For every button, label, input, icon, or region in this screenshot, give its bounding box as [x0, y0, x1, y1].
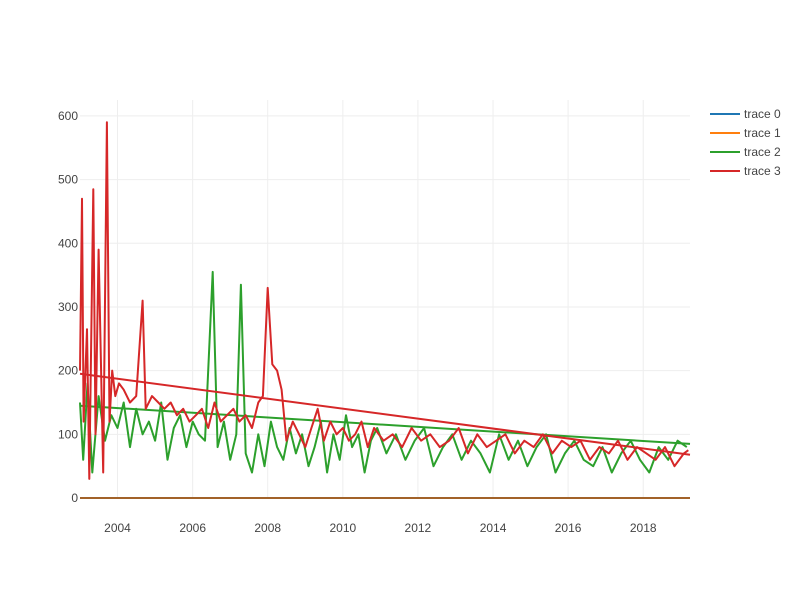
y-tick-label: 0	[71, 491, 78, 505]
x-tick-label: 2012	[405, 521, 432, 535]
series-line-trace-3-trend	[79, 372, 691, 456]
legend-item-trace-1[interactable]: trace 1	[710, 126, 781, 140]
legend-label: trace 1	[744, 126, 781, 140]
series-line-trace-3	[79, 121, 689, 480]
y-tick-label: 200	[58, 364, 78, 378]
legend-item-trace-3[interactable]: trace 3	[710, 164, 781, 178]
y-tick-label: 100	[58, 427, 78, 441]
y-tick-label: 600	[58, 109, 78, 123]
x-tick-label: 2018	[630, 521, 657, 535]
series-line-trace-2	[79, 270, 688, 474]
y-tick-label: 300	[58, 300, 78, 314]
x-tick-label: 2010	[330, 521, 357, 535]
series-group	[79, 121, 691, 499]
x-tick-label: 2004	[104, 521, 131, 535]
axes: 2004 2006 2008 2010 2012 2014 2016 2018 0 100 200 3…	[58, 109, 690, 535]
x-tick-label: 2016	[555, 521, 582, 535]
legend-item-trace-0[interactable]: trace 0	[710, 107, 781, 121]
legend-item-trace-2[interactable]: trace 2	[710, 145, 781, 159]
x-tick-label: 2006	[179, 521, 206, 535]
legend-label: trace 3	[744, 164, 781, 178]
x-tick-label: 2014	[480, 521, 507, 535]
legend-label: trace 2	[744, 145, 781, 159]
y-tick-label: 400	[58, 236, 78, 250]
legend-label: trace 0	[744, 107, 781, 121]
y-tick-label: 500	[58, 173, 78, 187]
grid	[80, 100, 690, 498]
legend[interactable]: trace 0 trace 1 trace 2 trace 3	[710, 107, 781, 178]
series-line-trace-2-trend	[79, 404, 691, 445]
x-tick-label: 2008	[254, 521, 281, 535]
